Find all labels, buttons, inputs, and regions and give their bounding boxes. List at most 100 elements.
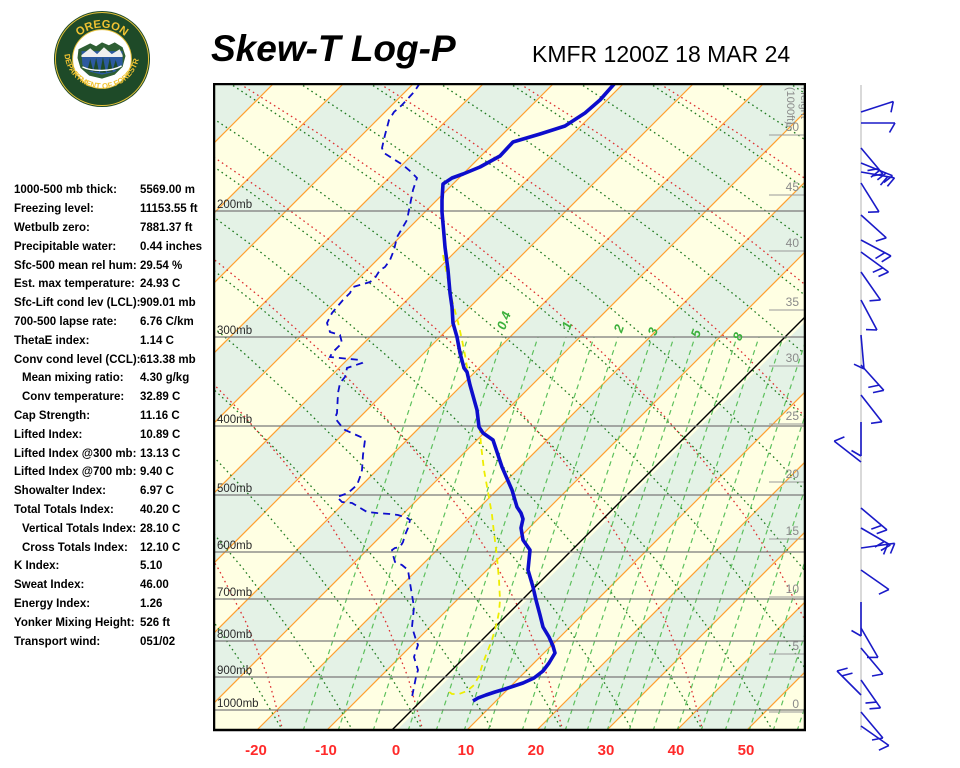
- stat-value: 13.13 C: [140, 447, 181, 460]
- stat-label: Sfc-Lift cond lev (LCL):: [14, 297, 141, 310]
- stat-row: Sfc-Lift cond lev (LCL): 909.01 mb: [14, 294, 210, 313]
- stat-row: Total Totals Index: 40.20 C: [14, 501, 210, 520]
- stat-value: 28.10 C: [140, 522, 181, 535]
- stat-value: 7881.37 ft: [140, 221, 193, 234]
- svg-text:15: 15: [786, 524, 800, 538]
- stat-label: Total Totals Index:: [14, 503, 114, 516]
- stat-label: 1000-500 mb thick:: [14, 184, 117, 197]
- stat-label: 700-500 lapse rate:: [14, 315, 117, 328]
- stat-value: 0.44 inches: [140, 240, 203, 253]
- odf-logo: OREGON DEPARTMENT OF FORESTRY: [53, 10, 151, 108]
- stat-row: Energy Index: 1.26: [14, 595, 210, 614]
- stat-value: 5.10: [140, 560, 163, 573]
- stat-label: Showalter Index:: [14, 485, 107, 498]
- stat-row: ThetaE index: 1.14 C: [14, 331, 210, 350]
- stat-label: Lifted Index @700 mb:: [14, 466, 137, 479]
- stat-row: Sfc-500 mean rel hum: 29.54 %: [14, 256, 210, 275]
- stat-value: 1.14 C: [140, 334, 174, 347]
- stat-row: Lifted Index @300 mb: 13.13 C: [14, 444, 210, 463]
- stat-value: 40.20 C: [140, 503, 181, 516]
- svg-text:50: 50: [786, 120, 800, 134]
- stat-row: Vertical Totals Index: 28.10 C: [14, 519, 210, 538]
- stat-value: 46.00: [140, 579, 169, 592]
- stat-row: Est. max temperature: 24.93 C: [14, 275, 210, 294]
- stat-value: 9.40 C: [140, 466, 174, 479]
- svg-text:50: 50: [738, 742, 755, 759]
- stat-label: Sweat Index:: [14, 579, 85, 592]
- svg-text:-20: -20: [245, 742, 267, 759]
- stat-label: Lifted Index:: [14, 428, 83, 441]
- plot-area: 0.4 1 2 3 5 8: [213, 83, 806, 731]
- stat-row: Lifted Index @700 mb: 9.40 C: [14, 463, 210, 482]
- svg-text:600mb: 600mb: [217, 540, 252, 552]
- indices-panel: 1000-500 mb thick: 5569.00 m Freezing leve…: [14, 181, 210, 651]
- stat-value: 10.89 C: [140, 428, 181, 441]
- stat-label: Freezing level:: [14, 203, 94, 216]
- stat-value: 11153.55 ft: [140, 203, 198, 216]
- station-time-label: KMFR 1200Z 18 MAR 24: [532, 41, 791, 67]
- stat-label: Cap Strength:: [14, 409, 91, 422]
- svg-text:10: 10: [786, 582, 800, 596]
- svg-text:35: 35: [786, 295, 800, 309]
- stat-row: 1000-500 mb thick: 5569.00 m: [14, 181, 210, 200]
- svg-text:25: 25: [786, 409, 800, 423]
- stat-label: Precipitable water:: [14, 240, 117, 253]
- svg-text:500mb: 500mb: [217, 483, 252, 495]
- stat-label: Mean mixing ratio:: [22, 372, 124, 385]
- stat-row: K Index: 5.10: [14, 557, 210, 576]
- svg-text:20: 20: [786, 467, 800, 481]
- svg-text:45: 45: [786, 180, 800, 194]
- stat-label: Energy Index:: [14, 597, 91, 610]
- stat-row: Cap Strength: 11.16 C: [14, 407, 210, 426]
- stat-label: ThetaE index:: [14, 334, 90, 347]
- stat-value: 32.89 C: [140, 391, 181, 404]
- svg-text:10: 10: [458, 742, 475, 759]
- svg-text:900mb: 900mb: [217, 665, 252, 677]
- svg-text:5: 5: [792, 639, 799, 653]
- svg-text:1: 1: [558, 319, 575, 331]
- stat-value: 526 ft: [140, 616, 171, 629]
- svg-text:700mb: 700mb: [217, 587, 252, 599]
- stat-label: Transport wind:: [14, 635, 101, 648]
- svg-text:300mb: 300mb: [217, 325, 252, 337]
- stat-value: 11.16 C: [140, 409, 180, 422]
- svg-text:-10: -10: [315, 742, 337, 759]
- stat-value: 6.97 C: [140, 485, 174, 498]
- svg-text:0.4: 0.4: [494, 309, 515, 332]
- stat-label: Conv temperature:: [22, 391, 125, 404]
- stat-value: 909.01 mb: [140, 297, 196, 310]
- svg-text:0: 0: [792, 697, 799, 711]
- svg-text:40: 40: [668, 742, 685, 759]
- stat-label: Est. max temperature:: [14, 278, 135, 291]
- stat-row: Sweat Index: 46.00: [14, 576, 210, 595]
- stat-value: 24.93 C: [140, 278, 181, 291]
- svg-text:800mb: 800mb: [217, 629, 252, 641]
- stat-row: Transport wind: 051/02: [14, 632, 210, 651]
- svg-text:30: 30: [598, 742, 615, 759]
- stat-row: Conv temperature: 32.89 C: [14, 388, 210, 407]
- logo-arc-top-text: OREGON: [74, 18, 130, 38]
- stat-label: Sfc-500 mean rel hum:: [14, 259, 137, 272]
- stat-row: Mean mixing ratio: 4.30 g/kg: [14, 369, 210, 388]
- wind-barb-column: [833, 85, 896, 751]
- svg-text:(1000ft): (1000ft): [784, 87, 796, 125]
- svg-text:Height: Height: [798, 87, 806, 119]
- stat-label: Cross Totals Index:: [22, 541, 128, 554]
- stat-label: K Index:: [14, 560, 60, 573]
- svg-text:30: 30: [786, 351, 800, 365]
- stat-label: Lifted Index @300 mb:: [14, 447, 137, 460]
- stat-row: Conv cond level (CCL): 613.38 mb: [14, 350, 210, 369]
- stat-value: 613.38 mb: [140, 353, 196, 366]
- svg-text:40: 40: [786, 236, 800, 250]
- svg-text:0: 0: [392, 742, 400, 759]
- skewt-chart: 0.4 1 2 3 5 8200mb300mb400mb500mb600mb700mb80…: [213, 83, 806, 759]
- page-title: Skew-T Log-P: [211, 28, 456, 69]
- stat-label: Vertical Totals Index:: [22, 522, 137, 535]
- svg-text:1000mb: 1000mb: [217, 698, 259, 710]
- stat-value: 051/02: [140, 635, 176, 648]
- stat-row: Wetbulb zero: 7881.37 ft: [14, 219, 210, 238]
- stat-value: 29.54 %: [140, 259, 183, 272]
- stat-row: 700-500 lapse rate: 6.76 C/km: [14, 313, 210, 332]
- stat-row: Lifted Index: 10.89 C: [14, 425, 210, 444]
- stat-label: Conv cond level (CCL):: [14, 353, 141, 366]
